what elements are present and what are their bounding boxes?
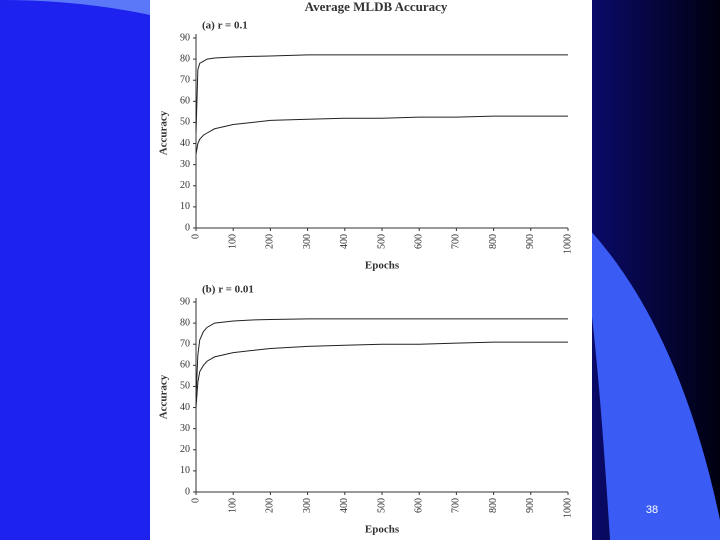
x-tick-label: 1000 [562,234,573,254]
x-tick-label: 500 [376,234,387,249]
subtitle: (a) r = 0.1 [202,20,248,32]
decor-curve [590,230,720,540]
x-tick-label: 800 [488,234,499,249]
series-line [195,115,568,155]
y-tick-label: 90 [180,32,190,43]
x-tick-label: 700 [451,498,462,513]
subtitle: (b) r = 0.01 [202,284,254,296]
slide-number: 38 [646,504,658,516]
series-line [195,318,568,398]
y-tick-label: 90 [180,296,190,307]
x-tick-label: 400 [339,234,350,249]
x-tick-label: 400 [339,498,350,513]
y-tick-label: 40 [180,402,190,413]
series-line [195,341,568,408]
x-tick-label: 900 [525,498,536,513]
y-tick-label: 80 [180,317,190,328]
x-tick-label: 300 [302,234,313,249]
y-axis-label: Accuracy [158,110,170,155]
x-tick-label: 700 [451,234,462,249]
y-tick-label: 70 [180,339,190,350]
x-tick-label: 100 [227,234,238,249]
y-tick-label: 80 [180,53,190,64]
x-tick-label: 600 [413,498,424,513]
x-tick-label: 200 [265,498,276,513]
y-tick-label: 50 [180,381,190,392]
y-tick-label: 60 [180,96,190,107]
x-tick-label: 0 [190,498,201,503]
x-tick-label: 800 [488,498,499,513]
y-tick-label: 20 [180,180,190,191]
y-tick-label: 10 [180,201,190,212]
x-tick-label: 300 [302,498,313,513]
x-tick-label: 600 [413,234,424,249]
y-tick-label: 40 [180,138,190,149]
y-tick-label: 10 [180,465,190,476]
x-tick-label: 100 [227,498,238,513]
x-tick-label: 1000 [562,498,573,518]
x-tick-label: 500 [376,498,387,513]
chart-title: Average MLDB Accuracy [305,0,448,14]
x-tick-label: 200 [265,234,276,249]
decor-top [0,0,150,15]
chart-image [150,0,592,540]
x-tick-label: 900 [525,234,536,249]
x-axis-label: Epochs [365,524,400,536]
x-tick-label: 0 [190,234,201,239]
y-tick-label: 0 [185,222,190,233]
y-tick-label: 20 [180,444,190,455]
y-tick-label: 50 [180,117,190,128]
y-tick-label: 30 [180,159,190,170]
y-axis-label: Accuracy [158,374,170,419]
y-tick-label: 0 [185,486,190,497]
x-axis-label: Epochs [365,260,400,272]
series-line [195,54,568,134]
y-tick-label: 70 [180,75,190,86]
y-tick-label: 30 [180,423,190,434]
y-tick-label: 60 [180,360,190,371]
